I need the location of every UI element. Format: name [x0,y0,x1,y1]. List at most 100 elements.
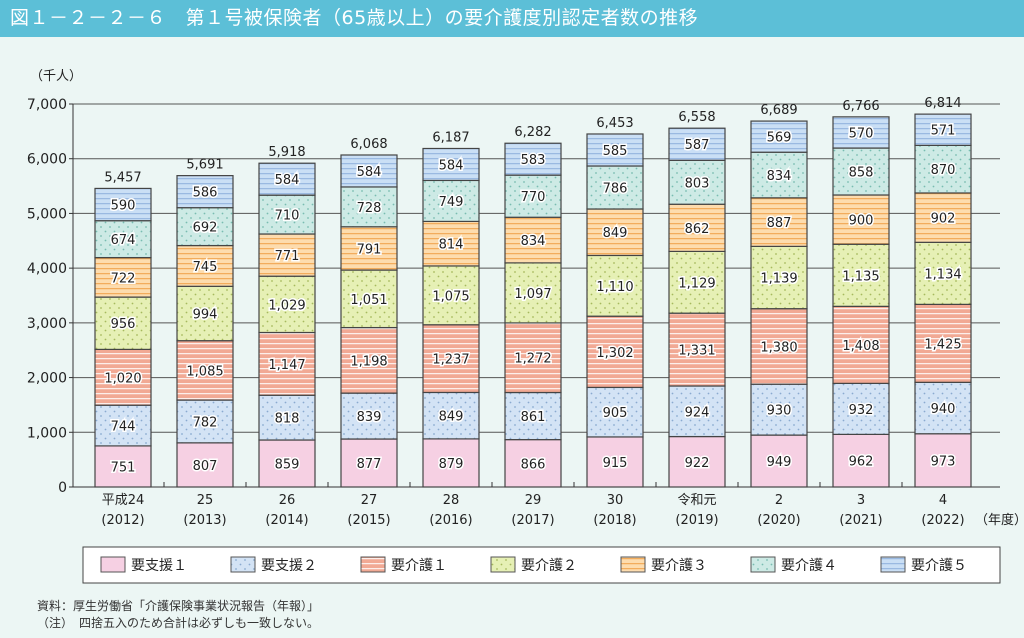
legend-swatch [230,556,256,573]
notes: 資料：厚生労働省「介護保険事業状況報告（年報）」 （注） 四捨五入のため合計は必… [37,598,319,632]
bar-segment [750,308,808,385]
data-label: 1,139 [760,272,797,287]
data-label: 782 [193,415,218,430]
bar-segment [504,391,562,441]
bar-segment [504,439,562,488]
x-tick-label-year: (2021) [839,513,882,528]
data-label: 1,237 [432,353,469,368]
data-label: 834 [767,169,792,184]
y-tick-label: 0 [58,480,67,496]
bar-segment [832,147,890,196]
bar-segment [668,312,726,387]
data-label: 866 [521,457,546,472]
x-tick-label: 25 [197,493,214,508]
bar-segment [668,385,726,438]
total-label: 6,814 [924,96,961,111]
total-label: 5,457 [104,170,141,185]
legend-label: 要支援１ [131,558,187,574]
data-label: 915 [603,456,628,471]
bar-segment [832,116,890,149]
data-label: 1,134 [924,267,961,282]
total-label: 6,187 [432,130,469,145]
x-tick-label-year: (2016) [429,513,472,528]
bar-segment [586,208,644,257]
data-label: 570 [849,126,874,141]
legend-label: 要支援２ [261,558,317,574]
data-label: 858 [849,166,874,181]
bar-segment [422,391,480,440]
data-label: 770 [521,190,546,205]
x-tick-label-year: (2012) [101,513,144,528]
data-label: 905 [603,406,628,421]
bar-segment [258,331,316,396]
data-label: 1,331 [678,344,715,359]
bar-segment [586,315,644,389]
legend-swatch [880,556,906,573]
total-label: 6,558 [678,110,715,125]
data-label: 751 [111,460,136,475]
y-tick-label: 2,000 [27,371,67,387]
total-label: 6,689 [760,103,797,118]
bar-segment [914,241,972,305]
y-tick-label: 5,000 [27,206,67,222]
data-label: 585 [603,144,628,159]
bar-segment [832,305,890,384]
data-label: 818 [275,412,300,427]
figure-title: 図１－２－２－６ 第１号被保険者（65歳以上）の要介護度別認定者数の推移 [0,0,1024,37]
data-label: 692 [193,221,218,236]
footnote: （注） 四捨五入のため合計は必ずしも一致しない。 [37,616,320,630]
data-label: 900 [849,214,874,229]
x-tick-label: 3 [857,493,865,508]
y-tick-label: 3,000 [27,316,67,332]
bar-segment [586,386,644,438]
bar-segment [668,159,726,205]
bar-segment [422,438,480,488]
data-label: 749 [439,195,464,210]
data-label: 849 [603,226,628,241]
legend-label: 要介護５ [911,558,967,574]
bar-segment [504,262,562,324]
data-label: 586 [193,186,218,201]
x-tick-label-year: (2019) [675,513,718,528]
bar-segment [750,197,808,247]
data-label: 1,135 [842,269,879,284]
data-label: 584 [357,165,382,180]
bar-segment [94,296,152,350]
bar-segment [914,303,972,383]
data-label: 786 [603,181,628,196]
x-tick-label: 30 [607,493,624,508]
bar-segment [750,120,808,153]
legend-swatch [490,556,516,573]
data-label: 877 [357,457,382,472]
y-tick-label: 7,000 [27,97,67,113]
data-label: 956 [111,317,136,332]
data-label: 887 [767,216,792,231]
data-label: 949 [767,455,792,470]
legend-label: 要介護４ [781,558,837,574]
bar-segment [750,151,808,199]
data-label: 803 [685,176,710,191]
data-label: 922 [685,456,710,471]
x-tick-label: 2 [775,493,783,508]
data-label: 1,198 [350,354,387,369]
x-tick-label: 令和元 [677,493,716,508]
source-note: 資料：厚生労働省「介護保険事業状況報告（年報）」 [37,599,320,613]
bar-segment [258,162,316,196]
bar-segment [340,226,398,271]
data-label: 744 [111,420,136,435]
bar-segment [94,348,152,406]
x-tick-label-year: (2017) [511,513,554,528]
bar-segment [340,438,398,488]
data-label: 834 [521,234,546,249]
bar-segment [340,392,398,440]
data-label: 791 [357,242,382,257]
y-tick-label: 6,000 [27,152,67,168]
bar-segment [422,147,480,182]
data-label: 807 [193,459,218,474]
data-label: 1,029 [268,298,305,313]
x-tick-label: 平成24 [102,493,145,508]
bar-segment [258,194,316,235]
legend-label: 要介護１ [391,558,447,574]
data-label: 1,408 [842,339,879,354]
data-label: 1,097 [514,287,551,302]
